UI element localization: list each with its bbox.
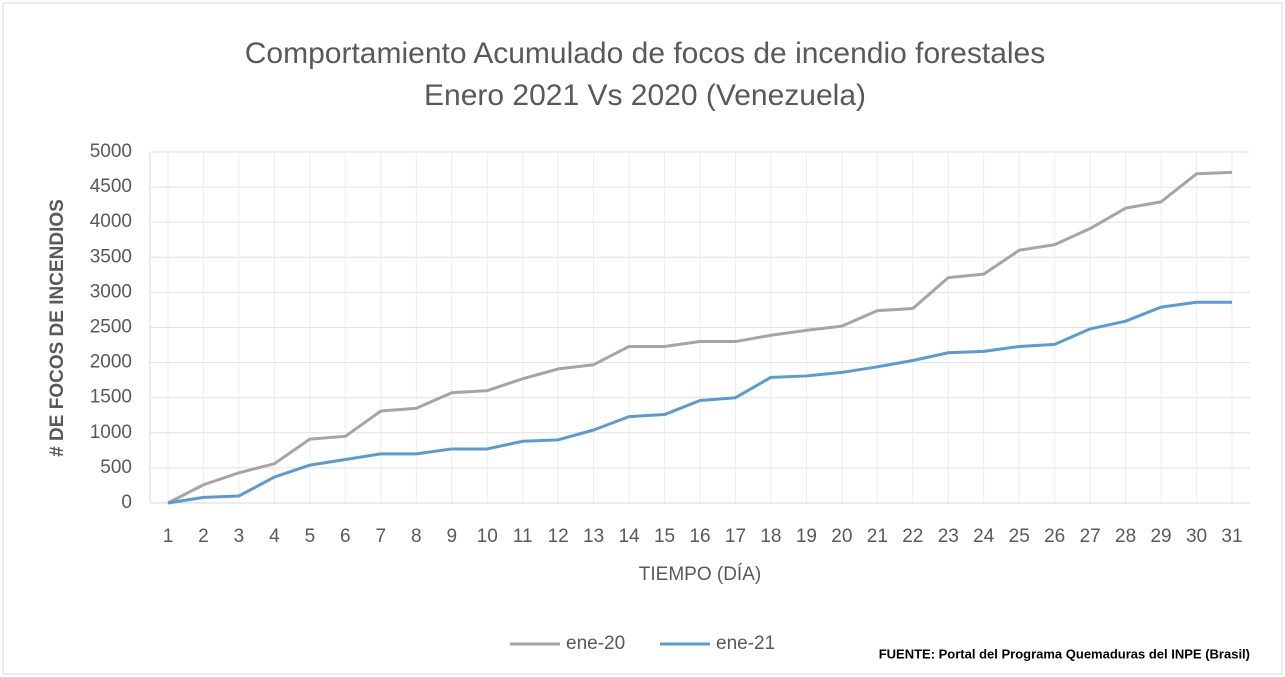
x-axis-label: TIEMPO (DÍA) bbox=[639, 564, 761, 585]
x-tick-label: 10 bbox=[477, 526, 498, 547]
x-tick-label: 22 bbox=[902, 526, 923, 547]
x-tick-label: 13 bbox=[583, 526, 604, 547]
x-tick-label: 15 bbox=[654, 526, 675, 547]
x-tick-label: 31 bbox=[1221, 526, 1242, 547]
y-tick-label: 0 bbox=[121, 492, 132, 513]
x-tick-label: 11 bbox=[513, 526, 533, 547]
chart-title: Comportamiento Acumulado de focos de inc… bbox=[245, 37, 1045, 70]
data-line bbox=[167, 170, 1233, 505]
x-tick-label: 8 bbox=[411, 526, 422, 547]
x-tick-label: 3 bbox=[234, 526, 245, 547]
y-tick-label: 4500 bbox=[90, 176, 132, 197]
y-tick-label: 3500 bbox=[90, 246, 132, 267]
x-tick-label: 25 bbox=[1009, 526, 1030, 547]
y-tick-label: 500 bbox=[100, 457, 132, 478]
x-tick-label: 27 bbox=[1080, 526, 1101, 547]
x-tick-label: 30 bbox=[1186, 526, 1207, 547]
x-tick-label: 20 bbox=[831, 526, 852, 547]
x-tick-label: 19 bbox=[796, 526, 817, 547]
x-tick-label: 7 bbox=[376, 526, 387, 547]
chart-title: Enero 2021 Vs 2020 (Venezuela) bbox=[424, 79, 866, 112]
x-tick-label: 9 bbox=[446, 526, 457, 547]
y-tick-label: 1000 bbox=[90, 422, 132, 443]
x-tick-label: 17 bbox=[725, 526, 746, 547]
legend-label: ene-21 bbox=[716, 633, 775, 654]
y-tick-label: 1500 bbox=[90, 387, 132, 408]
x-tick-label: 28 bbox=[1115, 526, 1136, 547]
x-tick-label: 5 bbox=[305, 526, 316, 547]
x-tick-label: 26 bbox=[1044, 526, 1065, 547]
x-tick-label: 18 bbox=[760, 526, 781, 547]
source-note: FUENTE: Portal del Programa Quemaduras d… bbox=[879, 646, 1250, 661]
y-tick-label: 2000 bbox=[90, 352, 132, 373]
y-tick-label: 2500 bbox=[90, 317, 132, 338]
x-tick-label: 12 bbox=[548, 526, 569, 547]
x-tick-label: 16 bbox=[689, 526, 710, 547]
y-axis-label: # DE FOCOS DE INCENDIOS bbox=[47, 199, 68, 457]
y-tick-label: 3000 bbox=[90, 281, 132, 302]
x-tick-label: 14 bbox=[618, 526, 640, 547]
x-tick-label: 21 bbox=[867, 526, 888, 547]
x-tick-label: 23 bbox=[938, 526, 959, 547]
data-line bbox=[167, 300, 1232, 505]
y-tick-label: 4000 bbox=[90, 211, 132, 232]
x-tick-label: 24 bbox=[973, 526, 995, 547]
x-tick-label: 2 bbox=[198, 526, 209, 547]
legend-label: ene-20 bbox=[566, 633, 625, 654]
x-tick-label: 6 bbox=[340, 526, 351, 547]
x-tick-label: 29 bbox=[1150, 526, 1171, 547]
x-tick-label: 1 bbox=[163, 526, 174, 547]
x-tick-label: 4 bbox=[269, 526, 280, 547]
y-tick-label: 5000 bbox=[90, 141, 132, 162]
